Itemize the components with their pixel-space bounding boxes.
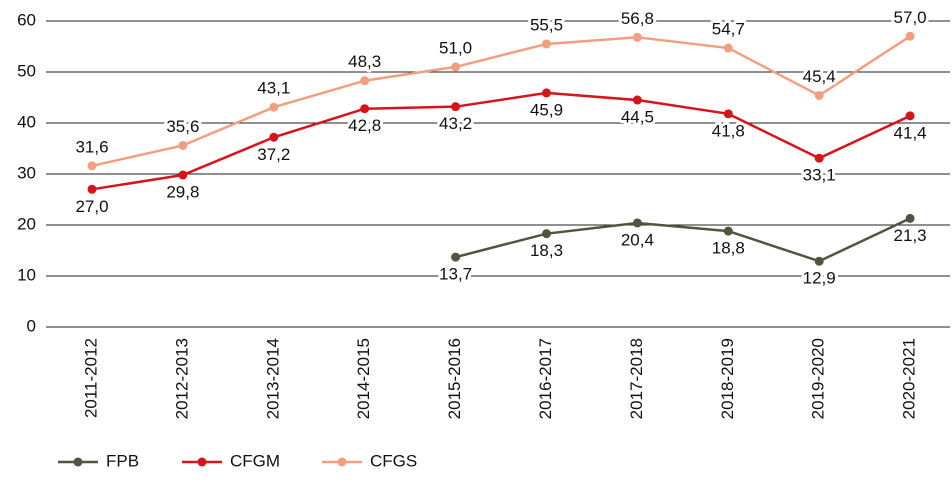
data-label: 45,4 — [803, 67, 836, 86]
data-point — [178, 170, 188, 180]
data-point — [87, 161, 97, 171]
data-label: 29,8 — [166, 183, 199, 202]
data-label: 12,9 — [803, 269, 836, 288]
data-point — [723, 43, 733, 53]
data-label: 41,4 — [894, 123, 927, 142]
x-tick-label: 2015-2016 — [445, 338, 464, 419]
y-tick-label: 10 — [17, 265, 36, 284]
data-label: 51,0 — [439, 38, 472, 57]
x-tick-label: 2011-2012 — [81, 338, 100, 418]
data-label: 37,2 — [257, 145, 290, 164]
data-point — [360, 76, 370, 86]
data-point — [542, 88, 551, 98]
data-point — [632, 95, 642, 105]
y-tick-label: 60 — [17, 10, 36, 29]
data-point — [451, 102, 461, 112]
x-tick-label: 2012-2013 — [172, 338, 191, 419]
series-line — [91, 35, 911, 168]
data-label: 18,8 — [712, 239, 745, 258]
data-point — [814, 90, 824, 100]
y-tick-label: 40 — [17, 112, 36, 131]
data-point — [723, 109, 733, 119]
y-tick-label: 30 — [17, 163, 36, 182]
data-point — [178, 140, 188, 150]
data-label: 43,2 — [439, 114, 472, 133]
x-tick-label: 2017-2018 — [627, 338, 646, 419]
data-label: 44,5 — [621, 108, 654, 127]
data-label: 31,6 — [75, 137, 108, 156]
data-point — [451, 252, 461, 262]
data-label: 20,4 — [621, 230, 654, 249]
series-line — [455, 217, 911, 263]
data-point — [87, 184, 97, 194]
legend-label: FPB — [106, 451, 139, 470]
x-tick-label: 2013-2014 — [263, 338, 282, 419]
data-point — [269, 102, 279, 112]
data-label: 21,3 — [894, 226, 927, 245]
data-point — [360, 104, 370, 114]
data-label: 43,1 — [257, 79, 290, 98]
x-tick-label: 2018-2019 — [718, 338, 737, 419]
y-tick-label: 50 — [17, 61, 36, 80]
data-label: 55,5 — [530, 15, 563, 34]
data-label: 41,8 — [712, 121, 745, 140]
legend-label: CFGM — [230, 451, 280, 470]
y-tick-label: 0 — [27, 316, 36, 335]
data-label: 54,7 — [712, 20, 745, 39]
data-label: 42,8 — [348, 116, 381, 135]
legend-marker — [197, 457, 207, 467]
legend-marker — [337, 457, 347, 467]
x-tick-label: 2019-2020 — [809, 338, 828, 419]
x-tick-label: 2020-2021 — [900, 338, 919, 419]
data-point — [814, 153, 824, 163]
data-point — [905, 213, 915, 223]
data-point — [905, 31, 915, 41]
data-label: 57,0 — [894, 8, 927, 27]
series-line — [91, 91, 911, 191]
data-point — [542, 229, 551, 239]
data-point — [542, 39, 551, 49]
data-label: 56,8 — [621, 9, 654, 28]
data-point — [723, 226, 733, 236]
data-label: 35,6 — [166, 117, 199, 136]
legend-label: CFGS — [370, 451, 417, 470]
data-label: 48,3 — [348, 52, 381, 71]
y-tick-label: 20 — [17, 214, 36, 233]
data-label: 45,9 — [530, 100, 563, 119]
x-tick-label: 2016-2017 — [536, 338, 555, 419]
data-label: 18,3 — [530, 241, 563, 260]
x-tick-label: 2014-2015 — [354, 338, 373, 419]
data-point — [905, 111, 915, 121]
data-label: 13,7 — [439, 265, 472, 284]
data-point — [814, 256, 824, 266]
data-label: 33,1 — [803, 166, 836, 185]
legend-marker — [73, 457, 83, 467]
data-point — [451, 62, 461, 72]
data-label: 27,0 — [75, 197, 108, 216]
data-point — [269, 132, 279, 142]
data-point — [632, 218, 642, 228]
data-point — [632, 32, 642, 42]
